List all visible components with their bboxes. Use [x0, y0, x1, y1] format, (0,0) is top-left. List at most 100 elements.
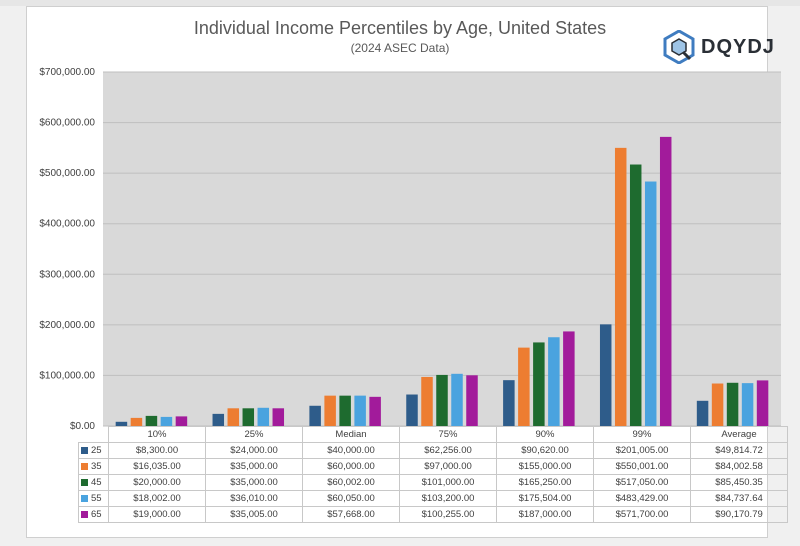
- data-label: $62,256.00: [399, 442, 497, 459]
- data-label: $35,000.00: [205, 474, 303, 491]
- data-label: $97,000.00: [399, 458, 497, 475]
- x-tick-label: 25%: [205, 426, 303, 443]
- plot-area: [103, 72, 781, 426]
- data-label: $155,000.00: [496, 458, 594, 475]
- data-label: $483,429.00: [593, 490, 691, 507]
- bar: [533, 342, 545, 426]
- data-label: $35,000.00: [205, 458, 303, 475]
- bar: [466, 375, 478, 426]
- bar: [324, 395, 336, 426]
- table-row: 35 $16,035.00 $35,000.00 $60,000.00 $97,000.…: [78, 458, 788, 475]
- bar: [451, 373, 463, 426]
- data-label: $103,200.00: [399, 490, 497, 507]
- table-row: 65 $19,000.00 $35,005.00 $57,668.00 $100,255…: [78, 506, 788, 523]
- x-tick-label: 10%: [108, 426, 206, 443]
- dqydj-logo: DQYDJ: [663, 30, 775, 64]
- y-axis-tick-labels: $0.00$100,000.00$200,000.00$300,000.00$4…: [39, 67, 95, 432]
- legend-swatch: [81, 478, 88, 486]
- bar: [756, 380, 769, 426]
- bar: [629, 164, 642, 426]
- data-label: $24,000.00: [205, 442, 303, 459]
- data-label: $35,005.00: [205, 506, 303, 523]
- data-label: $101,000.00: [399, 474, 497, 491]
- legend-entry: 45: [78, 474, 109, 491]
- legend-swatch: [81, 510, 88, 518]
- data-label: $517,050.00: [593, 474, 691, 491]
- bar: [339, 395, 351, 426]
- bar: [115, 421, 128, 426]
- bar: [145, 415, 158, 426]
- bar: [421, 376, 433, 426]
- x-tick-label: 90%: [496, 426, 594, 443]
- legend-entry: 35: [78, 458, 109, 475]
- table-header-row: 10% 25% Median 75% 90% 99% Average: [78, 426, 788, 443]
- bar: [436, 374, 448, 426]
- legend-label: 45: [91, 477, 102, 488]
- legend-label: 55: [91, 493, 102, 504]
- bar: [212, 413, 225, 426]
- legend-swatch: [81, 494, 88, 502]
- x-tick-label: 99%: [593, 426, 691, 443]
- legend-label: 65: [91, 509, 102, 520]
- data-label: $60,050.00: [302, 490, 400, 507]
- bar: [369, 396, 381, 426]
- data-label: $85,450.35: [690, 474, 788, 491]
- bar: [696, 400, 709, 426]
- bar: [741, 383, 754, 426]
- bar: [599, 324, 612, 426]
- data-label: $175,504.00: [496, 490, 594, 507]
- bar: [175, 416, 188, 426]
- bar: [644, 181, 657, 426]
- data-label: $571,700.00: [593, 506, 691, 523]
- chart-subtitle: (2024 ASEC Data): [350, 41, 450, 55]
- y-tick-label: $700,000.00: [39, 67, 95, 78]
- table-row: 25 $8,300.00 $24,000.00 $40,000.00 $62,256.0…: [78, 442, 788, 459]
- bar: [659, 136, 672, 426]
- y-tick-label: $500,000.00: [39, 168, 95, 179]
- x-tick-label: Average: [690, 426, 788, 443]
- data-label: $100,255.00: [399, 506, 497, 523]
- legend-swatch: [81, 446, 88, 454]
- bar: [130, 417, 143, 426]
- bar: [227, 408, 240, 426]
- data-label: $84,002.58: [690, 458, 788, 475]
- bar: [242, 408, 255, 426]
- chart-title: Individual Income Percentiles by Age, Un…: [193, 18, 607, 38]
- bar: [726, 382, 739, 426]
- data-label: $40,000.00: [302, 442, 400, 459]
- table-row: 55 $18,002.00 $36,010.00 $60,050.00 $103,200…: [78, 490, 788, 507]
- data-label: $187,000.00: [496, 506, 594, 523]
- bar: [257, 407, 270, 426]
- legend-entry: 55: [78, 490, 109, 507]
- data-label: $8,300.00: [108, 442, 206, 459]
- data-label: $60,000.00: [302, 458, 400, 475]
- data-label: $36,010.00: [205, 490, 303, 507]
- y-tick-label: $400,000.00: [39, 219, 95, 230]
- bar: [548, 337, 560, 426]
- data-table: 10% 25% Median 75% 90% 99% Average 25 $8,300.00 $…: [78, 426, 788, 523]
- x-tick-label: 75%: [399, 426, 497, 443]
- bar: [563, 331, 575, 426]
- legend-entry: 65: [78, 506, 109, 523]
- data-label: $550,001.00: [593, 458, 691, 475]
- legend-label: 25: [91, 445, 102, 456]
- data-label: $57,668.00: [302, 506, 400, 523]
- data-label: $165,250.00: [496, 474, 594, 491]
- logo-text: DQYDJ: [701, 35, 775, 58]
- legend-label: 35: [91, 461, 102, 472]
- bar: [309, 405, 321, 426]
- bar: [272, 408, 285, 426]
- top-strip: [0, 0, 800, 6]
- bar: [503, 380, 515, 426]
- data-label: $201,005.00: [593, 442, 691, 459]
- data-label: $20,000.00: [108, 474, 206, 491]
- data-label: $84,737.64: [690, 490, 788, 507]
- y-tick-label: $200,000.00: [39, 320, 95, 331]
- x-tick-label: Median: [302, 426, 400, 443]
- data-label: $49,814.72: [690, 442, 788, 459]
- y-tick-label: $600,000.00: [39, 118, 95, 129]
- data-label: $90,620.00: [496, 442, 594, 459]
- bar: [518, 347, 530, 426]
- bar: [160, 416, 173, 426]
